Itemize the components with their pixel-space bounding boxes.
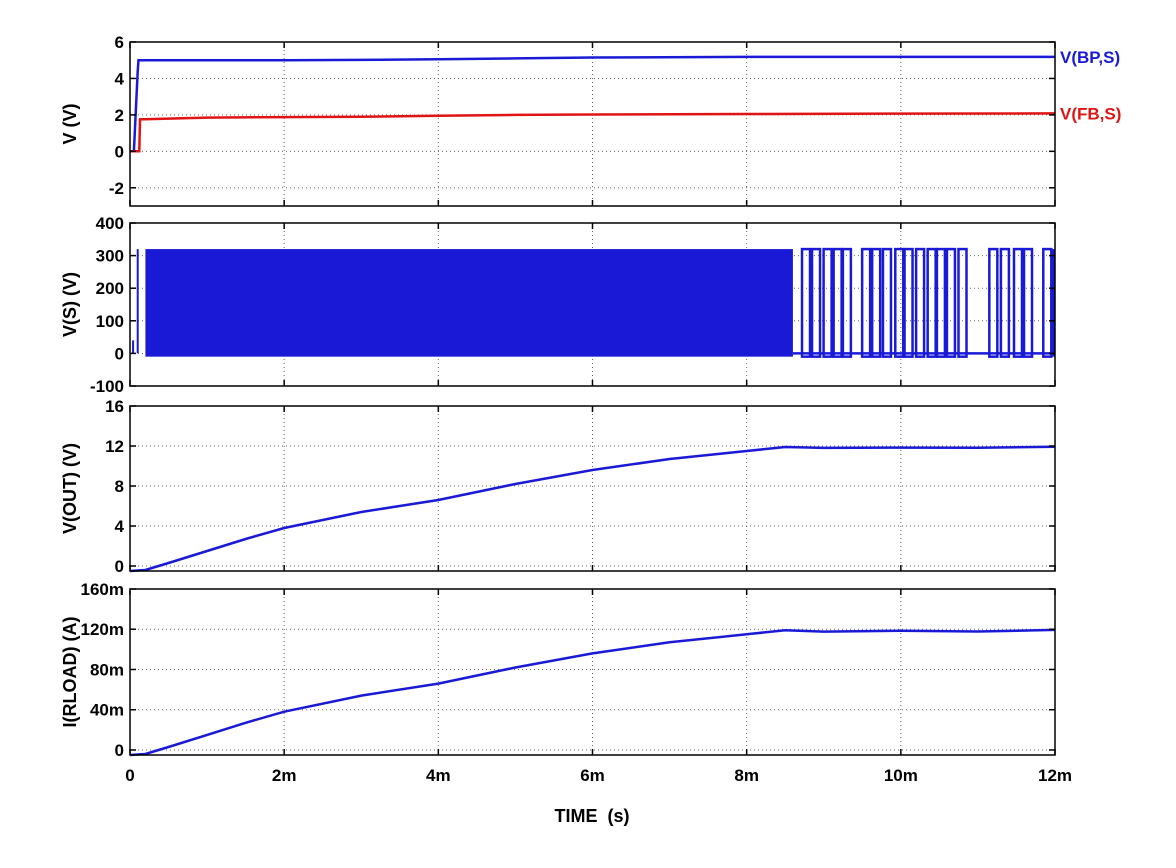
- switching-burst: [957, 247, 968, 358]
- switching-burst: [914, 247, 926, 358]
- switching-burst: [881, 247, 893, 358]
- x-tick-label: 6m: [580, 766, 605, 785]
- x-tick-label: 8m: [734, 766, 759, 785]
- y-tick-label: 8: [115, 477, 124, 496]
- y-tick-label: 200: [96, 279, 124, 298]
- y-tick-label: 4: [115, 517, 125, 536]
- switching-burst: [1042, 247, 1053, 358]
- switching-burst: [903, 247, 914, 358]
- switching-burst: [870, 247, 882, 358]
- series-line-v-bp-s-: [130, 55, 1055, 153]
- switching-burst: [841, 247, 853, 358]
- legend-label: V(BP,S): [1060, 48, 1120, 67]
- y-tick-label: 400: [96, 214, 124, 233]
- legend-label: V(FB,S): [1060, 104, 1121, 123]
- x-tick-label: 10m: [884, 766, 918, 785]
- series-line-v-fb-s-: [130, 112, 1055, 153]
- y-tick-label: 0: [115, 344, 124, 363]
- y-tick-label: 2: [115, 106, 124, 125]
- switching-burst: [945, 247, 957, 358]
- y-tick-label: 12: [105, 437, 124, 456]
- switching-burst: [1012, 247, 1024, 358]
- y-tick-label: 40m: [90, 701, 124, 720]
- switching-burst: [988, 247, 999, 358]
- switching-burst: [832, 247, 843, 358]
- x-tick-label: 4m: [426, 766, 451, 785]
- y-tick-label: 16: [105, 397, 124, 416]
- y-tick-label: -100: [90, 377, 124, 396]
- series-line-panel-3: [130, 445, 1055, 573]
- y-axis-label: V(S) (V): [60, 272, 80, 337]
- switching-burst: [1022, 247, 1034, 358]
- y-tick-label: 0: [115, 557, 124, 576]
- switching-dense-band: [145, 249, 793, 357]
- switching-burst: [800, 247, 812, 358]
- x-tick-label: 12m: [1038, 766, 1072, 785]
- y-tick-label: 0: [115, 741, 124, 760]
- y-tick-label: 100: [96, 312, 124, 331]
- y-axis-label: V(OUT) (V): [60, 443, 80, 534]
- switching-burst: [860, 247, 872, 358]
- y-tick-label: -2: [109, 179, 124, 198]
- switching-burst: [894, 247, 905, 358]
- switching-burst: [822, 247, 833, 358]
- switching-burst: [926, 247, 937, 358]
- y-axis-label: I(RLOAD) (A): [60, 617, 80, 728]
- switching-burst: [935, 247, 947, 358]
- x-tick-label: 0: [125, 766, 134, 785]
- y-tick-label: 160m: [81, 580, 124, 599]
- x-tick-label: 2m: [272, 766, 297, 785]
- y-tick-label: 120m: [81, 620, 124, 639]
- series-line-panel-4: [130, 628, 1055, 757]
- y-tick-label: 4: [115, 69, 125, 88]
- y-tick-label: 80m: [90, 660, 124, 679]
- x-axis-label: TIME (s): [555, 806, 630, 826]
- switching-burst: [810, 247, 822, 358]
- y-axis-label: V (V): [60, 103, 80, 144]
- y-tick-label: 300: [96, 247, 124, 266]
- switching-burst: [999, 247, 1011, 358]
- y-tick-label: 0: [115, 142, 124, 161]
- y-tick-label: 6: [115, 33, 124, 52]
